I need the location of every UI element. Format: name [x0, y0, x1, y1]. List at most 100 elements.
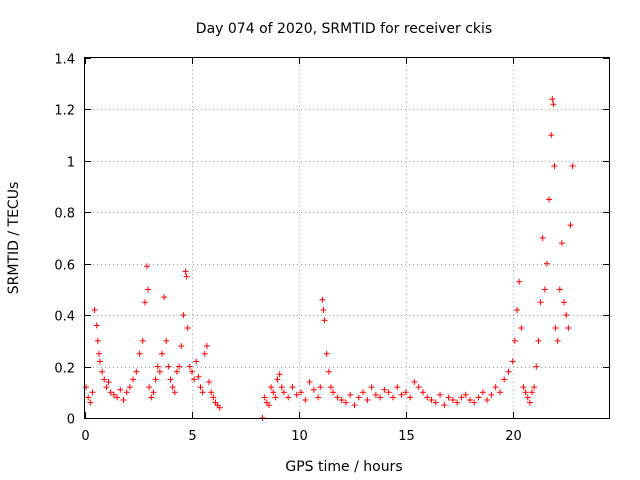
data-point [543, 260, 550, 267]
data-point [364, 397, 371, 403]
plot-frame [84, 57, 610, 419]
y-tick-label: 1.4 [54, 53, 75, 68]
data-point [126, 384, 133, 391]
data-point [466, 397, 473, 403]
data-point [567, 222, 574, 229]
tick-layer [85, 58, 609, 419]
data-point [563, 312, 570, 319]
data-point [462, 391, 469, 398]
data-point [167, 376, 174, 383]
grid-layer [85, 58, 609, 418]
data-point [541, 286, 548, 293]
data-point [537, 299, 544, 306]
data-point [268, 384, 275, 391]
data-point [274, 376, 281, 383]
data-point [161, 294, 168, 301]
data-point [107, 389, 114, 396]
y-axis-label: SRMTID / TECUs [6, 182, 22, 295]
data-point [535, 337, 542, 344]
data-point [94, 337, 101, 344]
data-point [89, 389, 96, 396]
x-tick-label: 15 [398, 429, 415, 444]
data-point [96, 358, 103, 365]
data-point [533, 363, 540, 370]
data-point [569, 163, 576, 169]
x-axis-label: GPS time / hours [285, 459, 402, 475]
data-point [154, 363, 161, 370]
y-tick-label: 0.6 [54, 259, 75, 274]
x-tick-label: 10 [291, 429, 308, 444]
data-point [145, 286, 152, 293]
data-point [87, 399, 94, 406]
y-tick-label: 0.4 [54, 310, 75, 325]
data-point [193, 358, 200, 365]
data-point [402, 389, 409, 396]
data-point [178, 343, 185, 349]
data-point [558, 240, 565, 247]
data-point [407, 394, 414, 401]
data-point [285, 394, 292, 401]
data-point [492, 384, 499, 391]
data-point [101, 376, 108, 383]
data-point [272, 394, 279, 401]
data-point [549, 96, 556, 103]
data-point [437, 391, 444, 398]
data-point [83, 384, 90, 391]
data-point [546, 196, 553, 203]
data-point [199, 389, 206, 396]
data-point [302, 397, 309, 403]
data-point [524, 394, 531, 401]
data-point [276, 371, 283, 378]
data-point [325, 368, 332, 375]
data-point [381, 386, 388, 393]
data-point [319, 296, 326, 303]
data-point [171, 389, 178, 396]
data-point [208, 389, 215, 396]
data-point [191, 376, 198, 383]
data-points [83, 96, 576, 421]
data-point [338, 397, 345, 403]
data-point [321, 317, 328, 324]
data-point [419, 389, 426, 396]
data-point [183, 273, 190, 280]
data-point [505, 368, 512, 375]
y-tick-label: 0.2 [54, 362, 75, 377]
data-point [449, 397, 456, 403]
data-point [144, 263, 151, 270]
data-point [389, 394, 396, 401]
data-point [479, 389, 486, 396]
data-point [385, 389, 392, 396]
data-point [377, 394, 384, 401]
data-point [173, 368, 180, 375]
data-point [163, 337, 170, 344]
data-point [141, 299, 148, 306]
data-point [539, 235, 546, 241]
data-point [176, 363, 183, 370]
data-point [93, 322, 100, 329]
data-point [334, 394, 341, 401]
data-point [323, 350, 330, 357]
x-tick-label: 0 [81, 429, 89, 444]
data-point [270, 389, 277, 396]
data-point [150, 389, 157, 396]
data-point [195, 373, 202, 380]
data-point [509, 358, 516, 365]
chart-title: Day 074 of 2020, SRMTID for receiver cki… [196, 21, 492, 37]
data-point [197, 384, 204, 391]
data-point [85, 394, 92, 401]
data-point [554, 337, 561, 344]
data-point [320, 307, 327, 313]
data-point [146, 384, 153, 391]
data-point [531, 384, 538, 391]
data-point [445, 394, 452, 401]
data-point [315, 394, 322, 401]
data-point [133, 368, 140, 375]
data-point [327, 384, 334, 391]
data-point [148, 394, 155, 401]
data-point [130, 376, 137, 383]
data-point [216, 404, 223, 411]
data-point [398, 391, 405, 398]
data-point [330, 389, 337, 396]
data-point [556, 286, 563, 293]
data-point [561, 299, 568, 306]
